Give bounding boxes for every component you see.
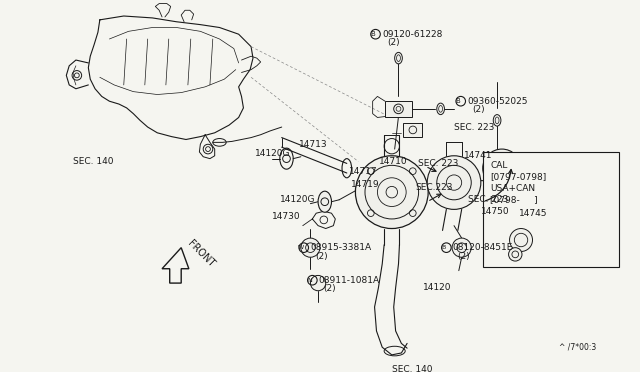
Text: N: N [307,278,312,283]
Text: USA+CAN: USA+CAN [490,184,536,193]
Text: 09120-61228: 09120-61228 [382,30,443,39]
Text: 14713: 14713 [299,140,328,149]
Text: 14719: 14719 [351,180,380,189]
Circle shape [452,238,471,257]
Text: 14745: 14745 [519,209,548,218]
Text: 08915-3381A: 08915-3381A [310,243,372,252]
Text: [0797-0798]: [0797-0798] [490,172,547,181]
Ellipse shape [395,52,403,64]
Text: (2): (2) [387,38,399,47]
Text: 14730: 14730 [272,212,301,221]
Text: (2): (2) [323,284,335,294]
Text: B: B [456,98,460,104]
Ellipse shape [436,103,444,115]
Text: CAL: CAL [490,161,508,170]
Text: FRONT: FRONT [186,238,217,269]
Text: ^ /7*00:3: ^ /7*00:3 [559,343,596,352]
Text: 08120-8451E: 08120-8451E [452,243,513,252]
Circle shape [509,248,522,261]
Circle shape [483,149,521,187]
Circle shape [386,186,397,198]
Circle shape [301,238,320,257]
Text: (2): (2) [472,105,485,114]
Text: [0798-     ]: [0798- ] [490,195,538,204]
Text: 14120: 14120 [424,283,452,292]
Text: 14717: 14717 [349,167,378,176]
FancyArrowPatch shape [485,170,513,201]
Circle shape [428,156,481,209]
Text: (2): (2) [316,252,328,261]
Circle shape [355,156,428,228]
Text: 14750: 14750 [481,207,509,216]
Text: B: B [371,31,375,37]
Text: SEC. 223: SEC. 223 [418,159,458,168]
Ellipse shape [493,115,501,126]
Text: (2): (2) [457,252,470,261]
Text: SEC.223: SEC.223 [416,183,453,192]
Text: SEC. 223: SEC. 223 [468,195,509,204]
Text: 09360-52025: 09360-52025 [467,97,528,106]
Text: W: W [298,245,304,250]
Text: SEC. 223: SEC. 223 [454,122,494,132]
Circle shape [509,228,532,251]
Text: 14120G: 14120G [255,149,291,158]
Bar [483,152,619,267]
Text: 14741: 14741 [463,151,492,160]
Text: B: B [442,245,445,250]
Text: 08911-1081A: 08911-1081A [318,276,380,285]
Text: 14710: 14710 [380,157,408,166]
Circle shape [310,275,326,291]
Text: SEC. 140: SEC. 140 [392,365,432,372]
Text: SEC. 140: SEC. 140 [73,157,113,166]
Bar [403,123,422,137]
Text: 14120G: 14120G [280,195,316,204]
Ellipse shape [318,191,332,212]
Bar [385,101,412,116]
